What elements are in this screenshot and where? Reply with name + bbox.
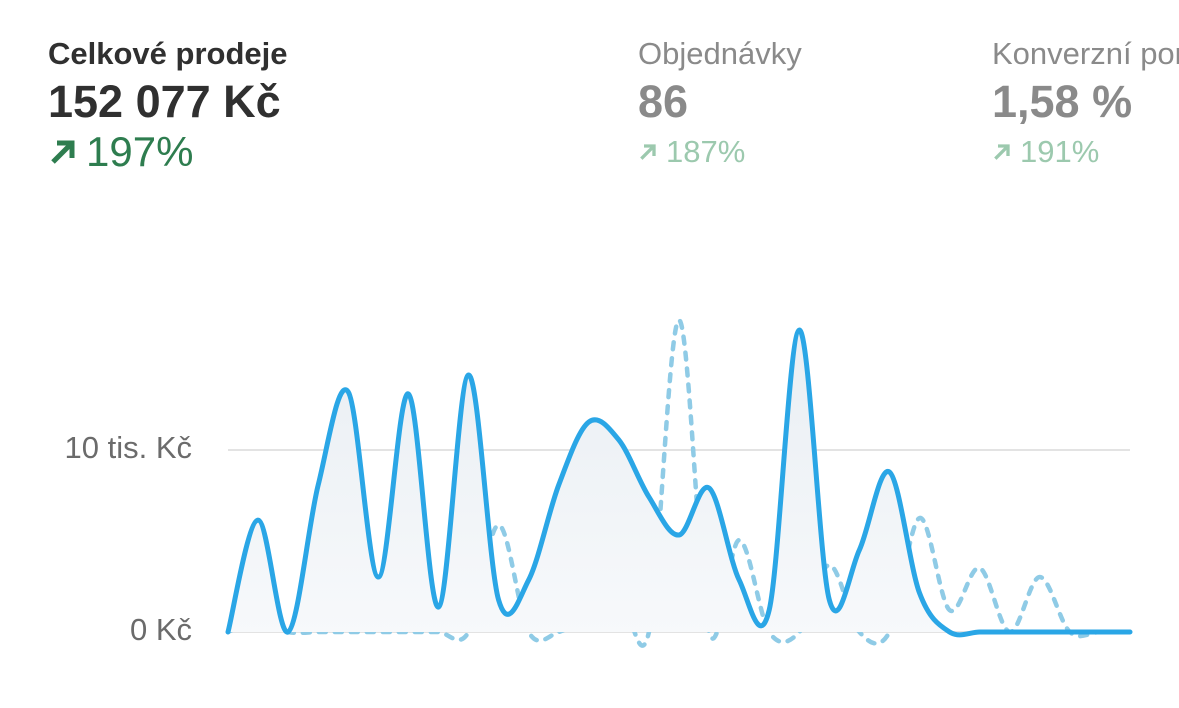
metric-change: 191% bbox=[992, 130, 1179, 174]
line-current bbox=[225, 327, 1133, 638]
y-tick-label: 10 tis. Kč bbox=[65, 430, 193, 465]
arrow-icon bbox=[994, 144, 1010, 160]
metric[interactable]: Konverzní poměr 1,58 % 191% bbox=[992, 34, 1179, 174]
arrow-icon bbox=[640, 144, 656, 160]
metric-label: Celkové prodeje bbox=[48, 36, 288, 71]
metric-change-text: 187% bbox=[666, 134, 746, 169]
area bbox=[228, 330, 1130, 635]
metric[interactable]: Objednávky 86 187% bbox=[638, 34, 802, 174]
metric-label: Objednávky bbox=[638, 36, 802, 71]
metric-value: 152 077 Kč bbox=[48, 76, 281, 127]
metric-change-text: 197% bbox=[86, 128, 194, 175]
arrow-icon bbox=[51, 140, 75, 164]
metric-change: 187% bbox=[638, 130, 802, 174]
metric[interactable]: Celkové prodeje 152 077 Kč 197% bbox=[48, 34, 287, 174]
metric-value: 86 bbox=[638, 76, 689, 127]
metric-change-text: 191% bbox=[1020, 134, 1100, 169]
line-previous bbox=[225, 317, 1133, 648]
metric-label: Konverzní poměr bbox=[992, 36, 1179, 71]
y-tick-label: 0 Kč bbox=[130, 612, 192, 647]
metric-value: 1,58 % bbox=[992, 76, 1133, 127]
metric-change: 197% bbox=[48, 130, 287, 174]
